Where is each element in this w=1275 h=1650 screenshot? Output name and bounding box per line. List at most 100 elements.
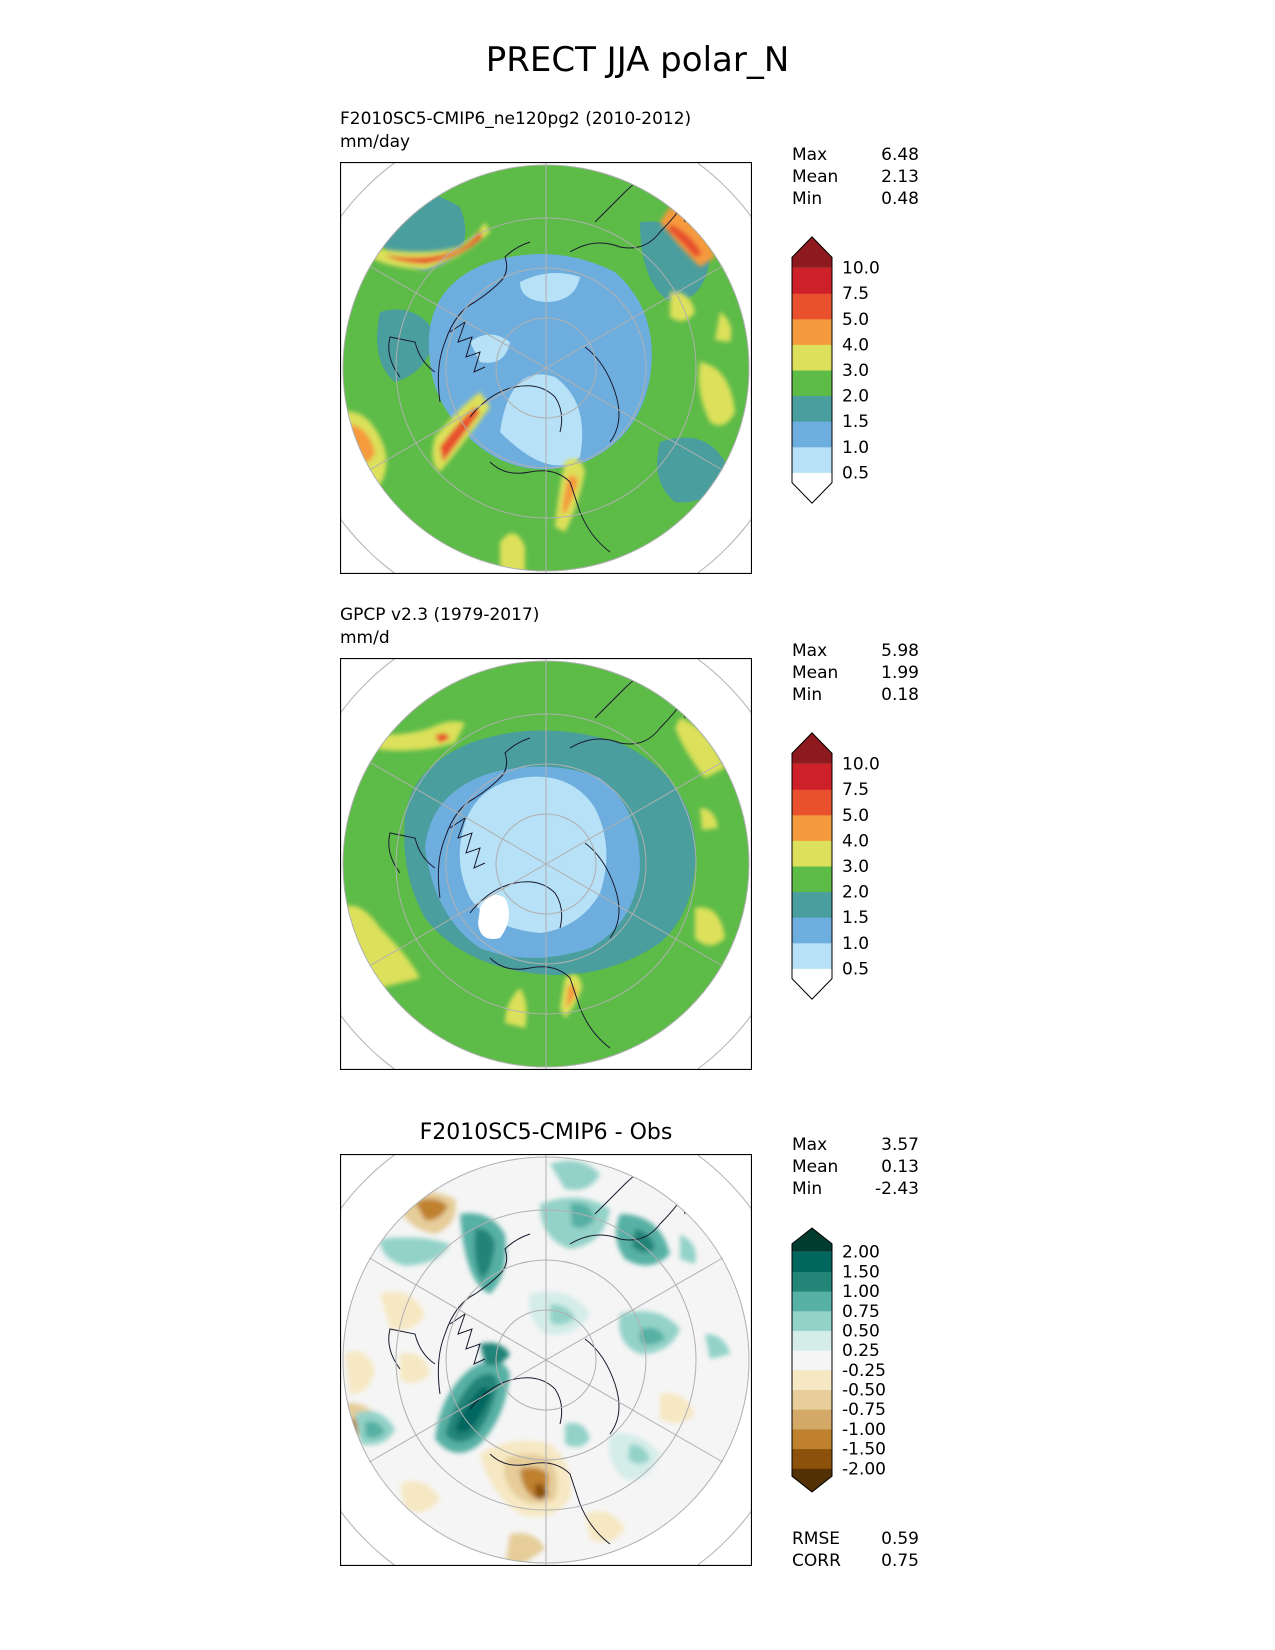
colorbar-tick-label: -1.00 <box>842 1420 886 1440</box>
colorbar-swatch <box>792 236 832 268</box>
test-panel-title: F2010SC5-CMIP6_ne120pg2 (2010-2012) <box>340 109 692 129</box>
colorbar-tick-label: 1.5 <box>842 412 869 432</box>
colorbar-swatch <box>792 344 832 371</box>
difference-polar-map <box>290 1104 802 1616</box>
reference-stat-value: 5.98 <box>881 641 919 661</box>
colorbar-tick-label: -0.50 <box>842 1381 886 1401</box>
metric-label: CORR <box>792 1551 841 1571</box>
colorbar-tick-label: 2.00 <box>842 1243 880 1263</box>
colorbar-swatch <box>792 1409 832 1430</box>
difference-colorbar: -2.00 -1.50 -1.00 -0.75 -0.50 -0.25 0.25 0.50 0.… <box>790 1210 900 1514</box>
colorbar-tick-label: 0.75 <box>842 1302 880 1322</box>
test-stat-label: Min <box>792 189 823 209</box>
colorbar-swatch <box>792 732 832 764</box>
colorbar-tick-label: 0.5 <box>842 959 869 979</box>
colorbar-swatch <box>792 1448 832 1469</box>
colorbar-tick-label: 1.00 <box>842 1282 880 1302</box>
test-panel-units: mm/day <box>340 132 411 152</box>
difference-stat-label: Mean <box>792 1157 839 1177</box>
colorbar-swatch <box>792 942 832 969</box>
colorbar-outline <box>791 236 833 504</box>
test-stats: Max 6.48 Mean 2.13 Min 0.48 <box>792 144 919 210</box>
colorbar-tick-label: 7.5 <box>842 284 869 304</box>
colorbar-tick-label: 7.5 <box>842 780 869 800</box>
colorbar-swatch <box>792 1389 832 1410</box>
colorbar-swatch <box>792 1251 832 1272</box>
reference-stat-value: 1.99 <box>881 663 919 683</box>
colorbar-swatch <box>792 1369 832 1391</box>
colorbar-swatch <box>792 395 832 422</box>
colorbar-swatch <box>792 1468 832 1492</box>
colorbar-swatch <box>792 814 832 841</box>
reference-colorbar-svg: 0.5 1.0 1.5 2.0 3.0 4.0 5.0 7.5 10.0 <box>791 732 880 1000</box>
reference-stat-value: 0.18 <box>881 685 919 705</box>
colorbar-swatch <box>792 1350 832 1371</box>
colorbar-swatch <box>792 1228 832 1252</box>
test-polar-map <box>290 112 802 624</box>
colorbar-tick-label: 5.0 <box>842 806 869 826</box>
colorbar-outline <box>791 1227 833 1493</box>
difference-stats: Max 3.57 Mean 0.13 Min -2.43 <box>792 1134 919 1200</box>
reference-stat-label: Max <box>792 641 828 661</box>
metric-value: 0.59 <box>881 1529 919 1549</box>
colorbar-tick-label: 2.0 <box>842 387 869 407</box>
reference-panel-units: mm/d <box>340 628 390 648</box>
reference-polar-map <box>290 608 802 1120</box>
test-stat-label: Mean <box>792 167 839 187</box>
difference-stat-value: -2.43 <box>875 1179 919 1199</box>
difference-stat-value: 0.13 <box>881 1157 919 1177</box>
colorbar-swatch <box>792 1310 832 1331</box>
colorbar-swatch <box>792 891 832 918</box>
colorbar-tick-label: 0.50 <box>842 1321 880 1341</box>
colorbar-swatch <box>792 789 832 816</box>
colorbar-swatch <box>792 1330 832 1351</box>
colorbar-swatch <box>792 1291 832 1312</box>
colorbar-tick-label: 2.0 <box>842 883 869 903</box>
colorbar-tick-label: 10.0 <box>842 755 880 775</box>
colorbar-tick-label: 0.25 <box>842 1341 880 1361</box>
test-colorbar-svg: 0.5 1.0 1.5 2.0 3.0 4.0 5.0 7.5 10.0 <box>791 236 880 504</box>
reference-stat-label: Mean <box>792 663 839 683</box>
colorbar-swatch <box>792 370 832 397</box>
difference-panel-title: F2010SC5-CMIP6 - Obs <box>419 1120 673 1145</box>
test-stat-value: 2.13 <box>881 167 919 187</box>
colorbar-tick-label: 1.0 <box>842 934 869 954</box>
metric-value: 0.75 <box>881 1551 919 1571</box>
test-stat-value: 0.48 <box>881 189 919 209</box>
colorbar-tick-label: 1.50 <box>842 1262 880 1282</box>
difference-stat-value: 3.57 <box>881 1135 919 1155</box>
figure-title: PRECT JJA polar_N <box>485 40 790 80</box>
colorbar-swatch <box>792 421 832 448</box>
reference-stats: Max 5.98 Mean 1.99 Min 0.18 <box>792 640 919 706</box>
colorbar-tick-label: -0.25 <box>842 1361 886 1381</box>
colorbar-swatch <box>792 446 832 473</box>
colorbar-tick-label: 3.0 <box>842 361 869 381</box>
colorbar-swatch <box>792 840 832 867</box>
colorbar-tick-label: -0.75 <box>842 1400 886 1420</box>
colorbar-swatch <box>792 293 832 320</box>
metric-label: RMSE <box>792 1529 841 1549</box>
colorbar-tick-label: 1.5 <box>842 908 869 928</box>
difference-stat-label: Min <box>792 1179 823 1199</box>
colorbar-swatch <box>792 267 832 294</box>
colorbar-swatch <box>792 917 832 944</box>
test-stat-label: Max <box>792 145 828 165</box>
colorbar-tick-label: 4.0 <box>842 831 869 851</box>
test-colorbar: 0.5 1.0 1.5 2.0 3.0 4.0 5.0 7.5 10.0 <box>790 220 900 524</box>
reference-colorbar: 0.5 1.0 1.5 2.0 3.0 4.0 5.0 7.5 10.0 <box>790 716 900 1020</box>
colorbar-swatch <box>792 318 832 345</box>
colorbar-swatch <box>792 968 832 1000</box>
colorbar-tick-label: 0.5 <box>842 463 869 483</box>
colorbar-tick-label: 1.0 <box>842 438 869 458</box>
reference-stat-label: Min <box>792 685 823 705</box>
colorbar-swatch <box>792 472 832 504</box>
difference-graticule <box>290 1104 802 1616</box>
difference-stat-label: Max <box>792 1135 828 1155</box>
colorbar-swatch <box>792 866 832 893</box>
difference-colorbar-svg: -2.00-1.50-1.00-0.75-0.50-0.250.250.500.… <box>791 1227 886 1493</box>
colorbar-tick-label: 4.0 <box>842 335 869 355</box>
colorbar-tick-label: -1.50 <box>842 1440 886 1460</box>
difference-metrics: RMSE 0.59 CORR 0.75 <box>792 1528 919 1572</box>
reference-panel-title: GPCP v2.3 (1979-2017) <box>340 605 540 625</box>
colorbar-swatch <box>792 1428 832 1450</box>
